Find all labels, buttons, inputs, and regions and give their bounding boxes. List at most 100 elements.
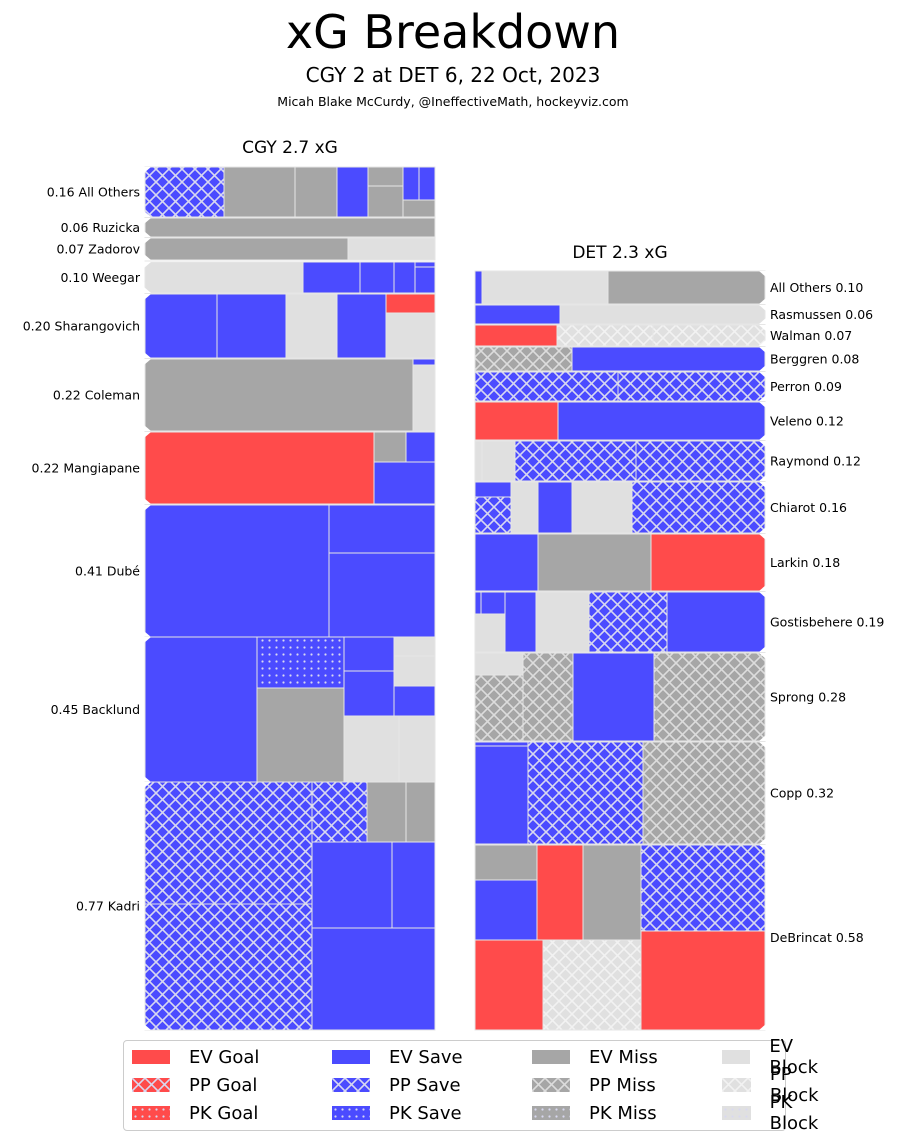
hatch-overlay — [631, 481, 766, 534]
player-row — [144, 636, 436, 783]
player-label: 0.77 Kadri — [76, 899, 140, 914]
row-chamfer — [759, 742, 766, 748]
legend-swatch-pattern — [532, 1078, 570, 1092]
hatch-overlay — [474, 346, 573, 372]
ev-block-block — [347, 237, 436, 261]
legend-swatch — [722, 1050, 751, 1064]
player-label: 0.10 Weegar — [60, 270, 140, 285]
player-row — [474, 304, 766, 325]
ev-save-block — [480, 591, 506, 615]
ev-block-block — [535, 591, 590, 653]
player-label: Sprong 0.28 — [770, 690, 846, 705]
player-row — [144, 504, 436, 638]
ev-block-block — [393, 636, 436, 657]
legend-label: PP Miss — [589, 1074, 656, 1096]
legend: EV Goal PP Goal PK Goal EV Save PP Save PK Sa… — [123, 1036, 819, 1134]
row-chamfer — [759, 475, 766, 481]
row-chamfer — [144, 218, 151, 224]
player-label: Larkin 0.18 — [770, 555, 840, 570]
legend-label: PP Goal — [189, 1074, 258, 1096]
row-chamfer — [144, 287, 151, 293]
legend-swatch-fill — [722, 1050, 751, 1064]
ev-goal-block — [640, 930, 766, 1031]
ev-miss-block — [405, 781, 436, 843]
legend-item: PK Miss — [532, 1101, 657, 1125]
ev-block-block — [481, 440, 516, 482]
row-chamfer — [759, 434, 766, 440]
player-label: Veleno 0.12 — [770, 414, 844, 429]
ev-save-block — [414, 261, 436, 268]
legend-label: PP Save — [389, 1074, 461, 1096]
legend-label: PK Goal — [189, 1102, 259, 1124]
legend-label: PP Block — [769, 1064, 819, 1106]
det-treemap — [474, 270, 766, 1031]
row-chamfer — [144, 254, 151, 260]
legend-item: EV Save — [332, 1045, 463, 1069]
row-chamfer — [759, 298, 766, 304]
ev-block-block — [474, 440, 483, 482]
hatch-overlay — [474, 496, 512, 534]
player-row — [144, 217, 436, 238]
player-row — [144, 358, 436, 432]
player-label: 0.22 Mangiapane — [32, 461, 141, 476]
legend-swatch — [722, 1078, 751, 1092]
row-chamfer — [144, 167, 151, 173]
ev-save-block — [474, 591, 482, 615]
ev-miss-block — [256, 687, 345, 783]
row-chamfer — [144, 359, 151, 365]
row-chamfer — [759, 395, 766, 401]
ev-save-block — [343, 670, 395, 717]
row-chamfer — [759, 1024, 766, 1030]
ev-miss-block — [367, 166, 404, 187]
row-chamfer — [759, 534, 766, 540]
row-chamfer — [759, 838, 766, 844]
row-chamfer — [144, 432, 151, 438]
player-row — [474, 652, 766, 742]
ev-save-block — [504, 591, 537, 653]
ev-save-block — [474, 304, 561, 325]
ev-goal-block — [650, 533, 766, 592]
ev-block-block — [571, 481, 633, 534]
player-label: Berggren 0.08 — [770, 352, 859, 367]
legend-item: PK Block — [722, 1092, 828, 1134]
ev-save-block — [328, 504, 436, 554]
player-row — [144, 166, 436, 218]
row-chamfer — [759, 305, 766, 311]
ev-miss-block — [294, 166, 338, 218]
ev-save-block — [359, 261, 395, 294]
player-row — [474, 440, 766, 482]
ev-miss-block — [402, 199, 436, 218]
row-chamfer — [759, 646, 766, 652]
ev-save-block — [373, 461, 436, 505]
game-subtitle: CGY 2 at DET 6, 22 Oct, 2023 — [305, 63, 601, 87]
row-chamfer — [144, 782, 151, 788]
ev-save-block — [336, 293, 387, 359]
player-label: 0.45 Backlund — [51, 702, 140, 717]
legend-item: EV Goal — [132, 1045, 259, 1069]
ev-miss-block — [144, 237, 349, 261]
player-label: Raymond 0.12 — [770, 454, 861, 469]
legend-label: EV Save — [389, 1046, 463, 1068]
ev-miss-block — [607, 270, 766, 305]
ev-block-block — [398, 715, 436, 783]
legend-swatch — [332, 1078, 370, 1092]
ev-save-block — [343, 636, 395, 672]
player-row — [474, 844, 766, 1031]
row-chamfer — [759, 271, 766, 277]
hatch-overlay — [474, 674, 524, 742]
legend-swatch — [132, 1106, 170, 1120]
legend-swatch-pattern — [532, 1106, 570, 1120]
legend-item: EV Block — [722, 1036, 828, 1078]
player-row — [144, 431, 436, 505]
row-chamfer — [759, 347, 766, 353]
player-row — [474, 481, 766, 534]
legend-swatch-fill — [332, 1050, 370, 1064]
ev-miss-block — [144, 217, 436, 238]
legend-item: EV Miss — [532, 1045, 658, 1069]
player-row — [474, 324, 766, 347]
cgy-panel-title: CGY 2.7 xG — [242, 138, 338, 158]
player-label: Copp 0.32 — [770, 786, 834, 801]
ev-save-block — [393, 685, 436, 717]
player-row — [474, 346, 766, 372]
